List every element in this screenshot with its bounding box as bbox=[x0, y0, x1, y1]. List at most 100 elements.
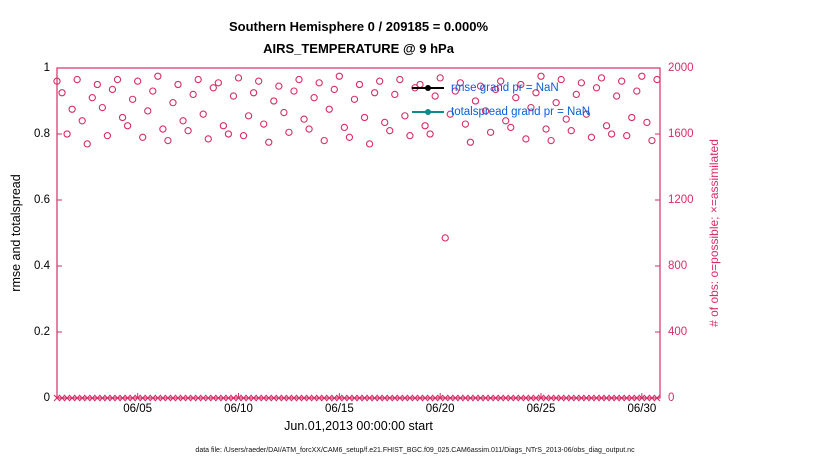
possible-obs-marker bbox=[58, 89, 66, 97]
assimilated-obs-marker bbox=[285, 394, 293, 402]
assimilated-obs-marker bbox=[446, 394, 454, 402]
possible-obs-marker bbox=[88, 94, 96, 102]
assimilated-obs-marker bbox=[638, 394, 646, 402]
possible-obs-marker bbox=[381, 118, 389, 127]
possible-obs-marker bbox=[194, 75, 202, 84]
assimilated-obs-marker bbox=[401, 394, 409, 402]
possible-obs-marker bbox=[204, 135, 212, 143]
possible-obs-marker bbox=[502, 117, 510, 125]
possible-obs-marker bbox=[497, 77, 505, 85]
assimilated-obs-marker bbox=[265, 394, 273, 402]
assimilated-obs-marker bbox=[643, 394, 651, 402]
possible-obs-marker bbox=[255, 77, 263, 85]
possible-obs-marker bbox=[623, 131, 631, 140]
possible-obs-marker bbox=[466, 138, 475, 146]
assimilated-obs-marker bbox=[73, 394, 81, 402]
assimilated-obs-marker bbox=[209, 394, 217, 402]
possible-obs-marker bbox=[597, 74, 606, 82]
possible-obs-marker bbox=[53, 77, 61, 85]
assimilated-obs-marker bbox=[441, 394, 449, 402]
possible-obs-marker bbox=[103, 131, 112, 140]
assimilated-obs-marker bbox=[214, 394, 222, 402]
assimilated-obs-marker bbox=[366, 394, 373, 402]
assimilated-obs-marker bbox=[396, 394, 404, 402]
possible-obs-marker bbox=[320, 136, 328, 145]
possible-obs-marker bbox=[441, 234, 449, 242]
assimilated-obs-marker bbox=[497, 394, 505, 402]
assimilated-obs-marker bbox=[83, 394, 91, 402]
possible-obs-marker bbox=[154, 72, 162, 80]
assimilated-obs-marker bbox=[557, 394, 565, 402]
possible-obs-marker bbox=[310, 94, 318, 102]
assimilated-obs-marker bbox=[280, 394, 288, 402]
possible-obs-marker bbox=[476, 82, 485, 90]
assimilated-obs-marker bbox=[330, 394, 338, 402]
assimilated-obs-marker bbox=[608, 394, 615, 402]
assimilated-obs-marker bbox=[391, 394, 399, 402]
assimilated-obs-marker bbox=[346, 394, 353, 402]
possible-obs-marker bbox=[582, 110, 591, 118]
assimilated-obs-marker bbox=[93, 394, 101, 402]
possible-obs-marker bbox=[517, 80, 525, 89]
possible-obs-marker bbox=[118, 113, 127, 122]
possible-obs-marker bbox=[325, 105, 333, 113]
possible-obs-marker bbox=[73, 75, 81, 84]
possible-obs-marker bbox=[78, 117, 86, 125]
possible-obs-marker bbox=[164, 136, 172, 145]
assimilated-obs-marker bbox=[482, 394, 489, 402]
assimilated-obs-marker bbox=[492, 394, 500, 402]
possible-obs-marker bbox=[532, 89, 540, 97]
assimilated-obs-marker bbox=[542, 394, 550, 402]
data-file-caption: data file: /Users/raeder/DAI/ATM_forcXX/… bbox=[195, 447, 635, 454]
possible-obs-marker bbox=[355, 80, 364, 89]
assimilated-obs-marker bbox=[436, 394, 444, 402]
possible-obs-marker bbox=[653, 75, 661, 84]
totalspread-line-marker-icon bbox=[412, 109, 444, 115]
possible-obs-marker bbox=[159, 125, 167, 133]
assimilated-obs-marker bbox=[477, 394, 484, 402]
possible-obs-marker bbox=[340, 123, 349, 132]
assimilated-obs-marker bbox=[124, 394, 131, 402]
rmse-legend-label: rmse grand pr = NaN bbox=[451, 82, 559, 94]
assimilated-obs-marker bbox=[613, 394, 621, 402]
possible-obs-marker bbox=[270, 97, 278, 105]
assimilated-obs-marker bbox=[204, 394, 212, 402]
assimilated-obs-marker bbox=[593, 394, 600, 402]
possible-obs-marker bbox=[239, 131, 248, 140]
assimilated-obs-marker bbox=[230, 394, 237, 402]
possible-obs-marker bbox=[461, 120, 470, 128]
assimilated-obs-marker bbox=[235, 394, 242, 402]
possible-obs-marker bbox=[522, 135, 530, 143]
possible-obs-marker bbox=[209, 84, 217, 92]
possible-obs-marker bbox=[93, 80, 101, 89]
assimilated-obs-marker bbox=[507, 394, 515, 402]
assimilated-obs-marker bbox=[320, 394, 328, 402]
possible-obs-marker bbox=[547, 136, 555, 145]
possible-obs-marker bbox=[446, 110, 454, 118]
possible-obs-marker bbox=[83, 140, 91, 148]
possible-obs-marker bbox=[567, 127, 575, 135]
possible-obs-marker bbox=[577, 79, 585, 87]
assimilated-obs-marker bbox=[567, 394, 575, 402]
possible-obs-marker bbox=[537, 72, 545, 80]
assimilated-obs-marker bbox=[386, 394, 394, 402]
possible-obs-marker bbox=[638, 72, 646, 80]
possible-obs-marker bbox=[552, 99, 560, 107]
assimilated-obs-marker bbox=[184, 394, 192, 402]
possible-obs-marker bbox=[376, 77, 384, 85]
possible-obs-marker bbox=[401, 112, 409, 120]
possible-obs-marker bbox=[290, 87, 298, 95]
possible-obs-marker bbox=[431, 92, 439, 100]
possible-obs-marker bbox=[244, 112, 253, 120]
assimilated-obs-marker bbox=[305, 394, 313, 402]
possible-obs-marker bbox=[144, 107, 152, 115]
possible-obs-marker bbox=[128, 95, 137, 103]
possible-obs-marker bbox=[330, 85, 338, 94]
possible-obs-marker bbox=[174, 80, 182, 89]
possible-obs-marker bbox=[628, 113, 636, 122]
assimilated-obs-marker bbox=[149, 394, 157, 402]
assimilated-obs-marker bbox=[451, 394, 459, 402]
assimilated-obs-marker bbox=[53, 394, 61, 402]
possible-obs-marker bbox=[295, 75, 303, 84]
assimilated-obs-marker bbox=[98, 394, 106, 402]
